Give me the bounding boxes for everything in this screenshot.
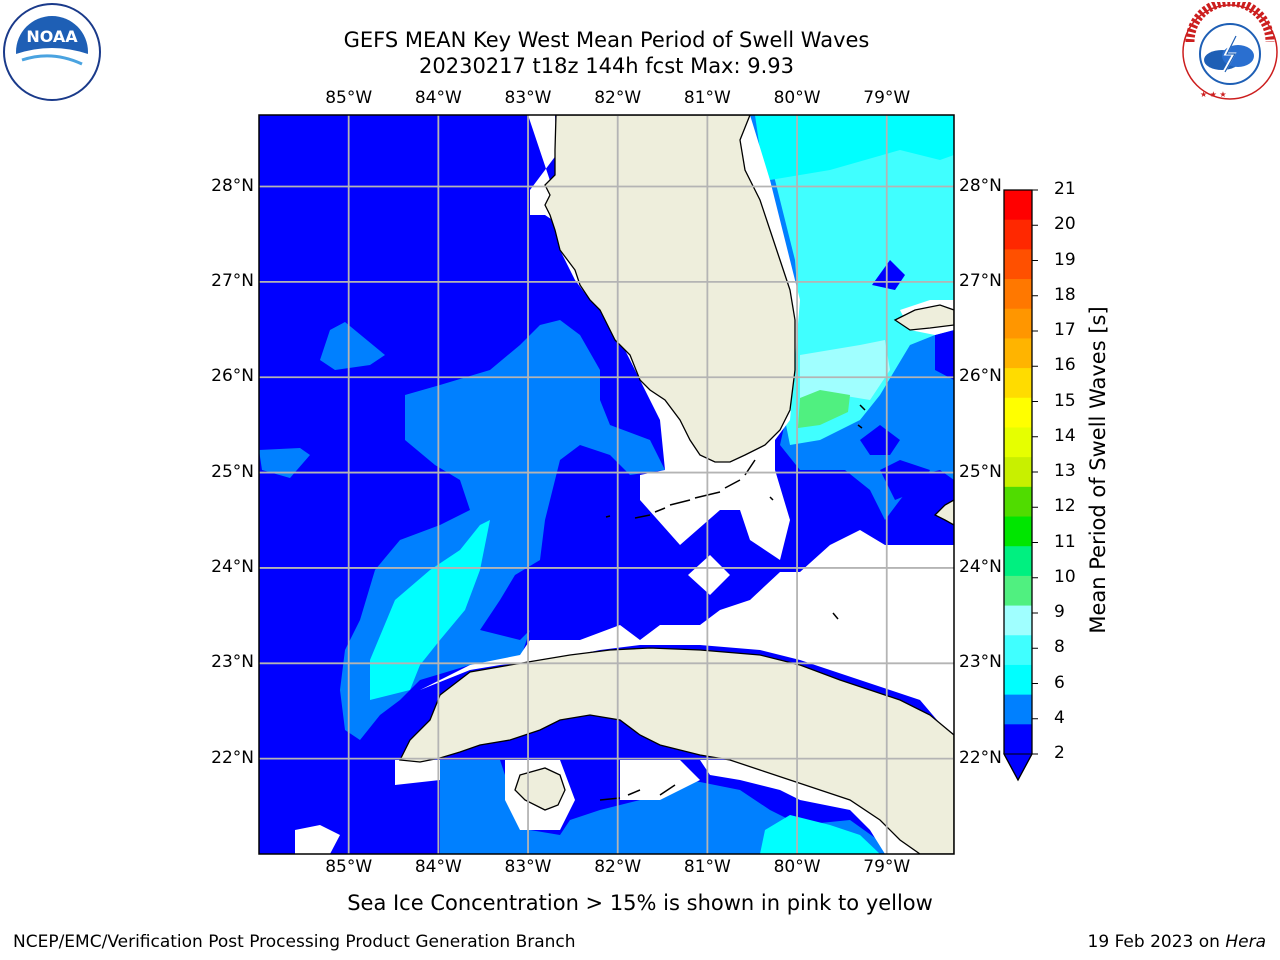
colorbar-tick-label: 9 [1054, 602, 1065, 622]
lon-tick-label: 81°W [683, 88, 731, 108]
lat-tick-label: 22°N [959, 747, 1002, 768]
colorbar [1003, 189, 1038, 782]
ocean-period-10-11 [798, 390, 850, 428]
colorbar-swatch [1004, 279, 1032, 310]
colorbar-swatch [1004, 575, 1032, 607]
lon-tick-label: 82°W [594, 88, 642, 108]
land-cuba [398, 647, 954, 854]
sea-ice-note: Sea Ice Concentration > 15% is shown in … [347, 891, 933, 915]
lon-tick-label: 85°W [325, 88, 373, 108]
lon-tick-label: 79°W [863, 88, 911, 108]
lat-tick-label: 22°N [211, 747, 254, 768]
svg-text:★ ★ ★: ★ ★ ★ [1200, 90, 1227, 99]
colorbar-tick-label: 17 [1054, 320, 1076, 340]
colorbar-label: Mean Period of Swell Waves [s] [1086, 306, 1110, 634]
lat-tick-label: 23°N [211, 652, 254, 673]
no-data-cuba-north [395, 530, 954, 740]
footer-branch: NCEP/EMC/Verification Post Processing Pr… [13, 932, 576, 952]
colorbar-swatch [1004, 427, 1032, 458]
land-misc [599, 404, 866, 801]
land-bahamas [893, 304, 954, 331]
lon-tick-label: 84°W [414, 857, 462, 877]
no-data-caribbean [395, 760, 440, 785]
colorbar-swatch [1004, 516, 1032, 547]
lat-tick-label: 27°N [959, 270, 1002, 291]
lat-tick-label: 23°N [959, 652, 1002, 673]
colorbar-tick-label: 15 [1054, 390, 1076, 411]
colorbar-tick-label: 10 [1054, 566, 1076, 587]
map-frame [258, 114, 955, 855]
colorbar-tick-label: 13 [1054, 461, 1076, 481]
colorbar-swatch [1004, 219, 1032, 250]
lat-tick-label: 26°N [959, 366, 1002, 387]
colorbar-tick-label: 14 [1054, 425, 1076, 446]
colorbar-tick-label: 19 [1054, 249, 1076, 270]
ocean-period-4-6-small [320, 322, 385, 370]
colorbar-swatch [1004, 249, 1032, 280]
colorbar-swatch [1004, 635, 1032, 666]
colorbar-swatch [1004, 368, 1032, 399]
colorbar-swatch [1004, 605, 1032, 636]
lat-tick-label: 26°N [211, 366, 254, 387]
colorbar-extend-arrow [1003, 753, 1033, 782]
colorbar-tick-label: 20 [1054, 214, 1076, 235]
svg-text:NOAA: NOAA [26, 27, 78, 46]
lat-tick-label: 25°N [211, 461, 254, 482]
lat-tick-label: 25°N [959, 461, 1002, 482]
lat-tick-label: 28°N [211, 175, 254, 196]
ocean-period-9-10 [800, 340, 890, 400]
colorbar-tick-label: 16 [1054, 355, 1076, 376]
colorbar-tick-label: 21 [1054, 179, 1076, 199]
colorbar-swatch [1004, 546, 1032, 577]
lon-tick-label: 83°W [504, 857, 552, 877]
land-bahamas-2 [933, 499, 954, 526]
lat-tick-label: 24°N [211, 556, 254, 577]
lon-tick-label: 84°W [414, 88, 462, 108]
footer-date: 19 Feb 2023 on Hera [1088, 932, 1266, 952]
lat-tick-label: 28°N [959, 175, 1002, 196]
lat-tick-label: 24°N [959, 556, 1002, 577]
lon-tick-label: 82°W [594, 857, 642, 877]
colorbar-swatch [1004, 486, 1032, 518]
lon-tick-label: 83°W [504, 88, 552, 108]
lon-tick-label: 80°W [773, 857, 821, 877]
lon-tick-label: 80°W [773, 88, 821, 108]
noaa-logo: NOAA [2, 2, 102, 102]
colorbar-tick-label: 12 [1054, 496, 1076, 517]
no-data-keys [688, 555, 730, 595]
colorbar-tick-label: 6 [1054, 672, 1065, 693]
lon-tick-label: 81°W [683, 857, 731, 877]
title-line-2: 20230217 t18z 144h fcst Max: 9.93 [419, 54, 794, 78]
ocean-pocket-3 [860, 425, 900, 455]
footer-host: Hera [1225, 932, 1266, 952]
colorbar-swatch [1004, 308, 1032, 339]
no-data-southwest [295, 825, 340, 854]
ocean-pocket-2 [935, 330, 954, 380]
colorbar-tick-label: 2 [1054, 743, 1065, 763]
ocean-period-6-8-gulf [370, 520, 490, 700]
title-line-1: GEFS MEAN Key West Mean Period of Swell … [343, 28, 870, 52]
ocean-period-8-9 [755, 115, 954, 180]
ocean-period-6-8-caribbean [760, 815, 880, 854]
lon-tick-label: 79°W [863, 857, 911, 877]
colorbar-tick-label: 8 [1054, 637, 1065, 658]
colorbar-swatch [1004, 457, 1032, 488]
ocean-pocket-4 [880, 460, 930, 500]
colorbar-tick-label: 18 [1054, 284, 1076, 305]
colorbar-tick-label: 11 [1054, 531, 1076, 552]
colorbar-swatch [1004, 724, 1032, 755]
land-florida [544, 115, 796, 463]
colorbar-tick-label: 4 [1054, 707, 1065, 728]
colorbar-swatch [1004, 190, 1032, 221]
ocean-period-4-6-small2 [259, 448, 310, 478]
colorbar-swatch [1004, 338, 1032, 369]
lat-tick-label: 27°N [211, 270, 254, 291]
nws-logo: ★ ★ ★ [1180, 0, 1280, 102]
footer-date-text: 19 Feb 2023 on [1087, 932, 1226, 952]
colorbar-swatch [1004, 664, 1032, 696]
colorbar-swatch [1004, 397, 1032, 428]
colorbar-swatch [1004, 694, 1032, 725]
lon-tick-label: 85°W [325, 857, 373, 877]
